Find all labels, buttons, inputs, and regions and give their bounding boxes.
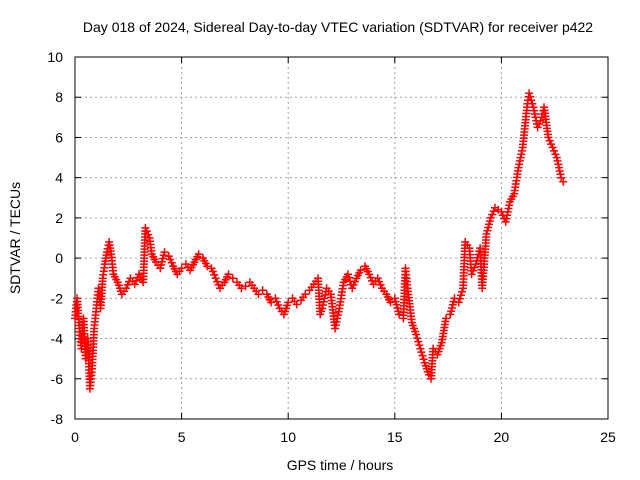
data-point (415, 341, 424, 350)
data-point (456, 291, 465, 300)
data-point (412, 330, 421, 339)
data-point (416, 344, 425, 353)
y-axis-label: SDTVAR / TECUs (7, 182, 23, 294)
data-point (395, 310, 404, 319)
x-tick-label: 0 (71, 429, 79, 445)
y-tick-label: -4 (51, 331, 64, 347)
data-point (386, 298, 395, 307)
data-point (301, 290, 310, 299)
data-point (559, 177, 568, 186)
y-tick-label: -2 (51, 290, 64, 306)
data-point (228, 274, 237, 283)
data-point (258, 286, 267, 295)
chart-title: Day 018 of 2024, Sidereal Day-to-day VTE… (83, 19, 593, 35)
y-tick-label: 8 (55, 89, 63, 105)
y-tick-label: 4 (55, 170, 63, 186)
x-tick-label: 15 (387, 429, 403, 445)
y-axis-tick-labels: -8 -6 -4 -2 0 2 4 6 8 10 (47, 49, 63, 427)
y-tick-label: 2 (55, 210, 63, 226)
data-point (254, 290, 263, 299)
x-tick-label: 5 (178, 429, 186, 445)
data-point (417, 348, 426, 357)
data-point (528, 99, 537, 108)
data-point (343, 270, 352, 279)
data-point (224, 270, 233, 279)
x-axis-tick-labels: 0 5 10 15 20 25 (71, 429, 616, 445)
data-point (419, 355, 428, 364)
x-tick-label: 10 (280, 429, 296, 445)
data-point (527, 96, 536, 105)
data-point (455, 294, 464, 303)
data-point (203, 262, 212, 271)
y-tick-label: -8 (51, 411, 64, 427)
data-point (526, 92, 535, 101)
y-tick-label: 10 (47, 49, 63, 65)
data-point (292, 300, 301, 309)
data-point (160, 248, 169, 257)
y-tick-label: 0 (55, 250, 63, 266)
data-point (525, 89, 534, 98)
data-points (71, 89, 568, 393)
data-point (442, 314, 450, 323)
x-tick-label: 20 (494, 429, 510, 445)
data-point (458, 287, 466, 296)
plot-area-border (74, 56, 609, 420)
data-point (414, 337, 423, 346)
data-point (194, 250, 203, 259)
data-point (345, 273, 353, 282)
data-point (413, 334, 422, 343)
data-point (454, 298, 463, 307)
data-point (356, 266, 365, 275)
data-point (241, 282, 250, 291)
data-point (418, 351, 427, 360)
y-tick-label: 6 (55, 129, 63, 145)
data-point (284, 298, 293, 307)
data-point (237, 284, 246, 293)
data-point (177, 264, 186, 273)
y-tick-label: -6 (51, 371, 64, 387)
x-axis-label: GPS time / hours (287, 457, 394, 473)
x-tick-label: 25 (600, 429, 616, 445)
